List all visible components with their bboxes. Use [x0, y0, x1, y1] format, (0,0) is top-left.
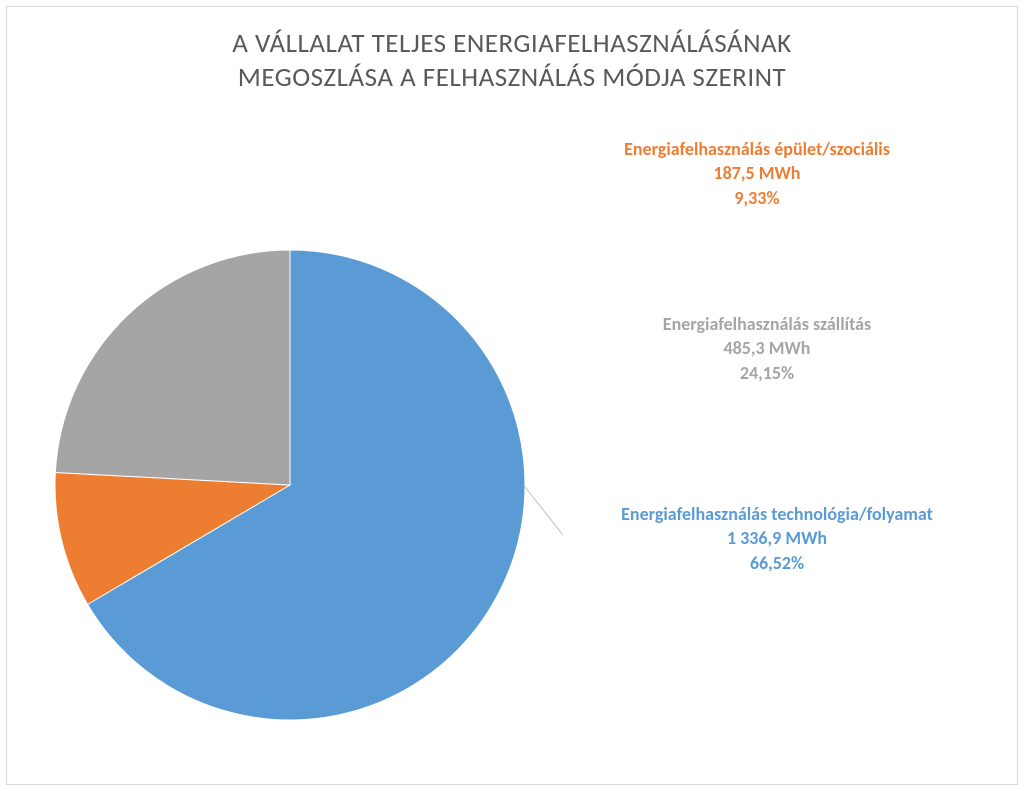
leader-line-tech	[7, 7, 1019, 786]
label-tech-name: Energiafelhasználás technológia/folyamat	[557, 502, 997, 526]
label-transport-percent: 24,15%	[597, 361, 937, 385]
label-transport: Energiafelhasználás szállítás 485,3 MWh …	[597, 312, 937, 385]
label-building-value: 187,5 MWh	[567, 161, 947, 185]
label-building: Energiafelhasználás épület/szociális 187…	[567, 137, 947, 210]
label-building-name: Energiafelhasználás épület/szociális	[567, 137, 947, 161]
chart-frame: A VÁLLALAT TELJES ENERGIAFELHASZNÁLÁSÁNA…	[6, 6, 1018, 785]
label-tech: Energiafelhasználás technológia/folyamat…	[557, 502, 997, 575]
label-transport-value: 485,3 MWh	[597, 336, 937, 360]
label-tech-value: 1 336,9 MWh	[557, 526, 997, 550]
label-tech-percent: 66,52%	[557, 551, 997, 575]
label-building-percent: 9,33%	[567, 186, 947, 210]
label-transport-name: Energiafelhasználás szállítás	[597, 312, 937, 336]
